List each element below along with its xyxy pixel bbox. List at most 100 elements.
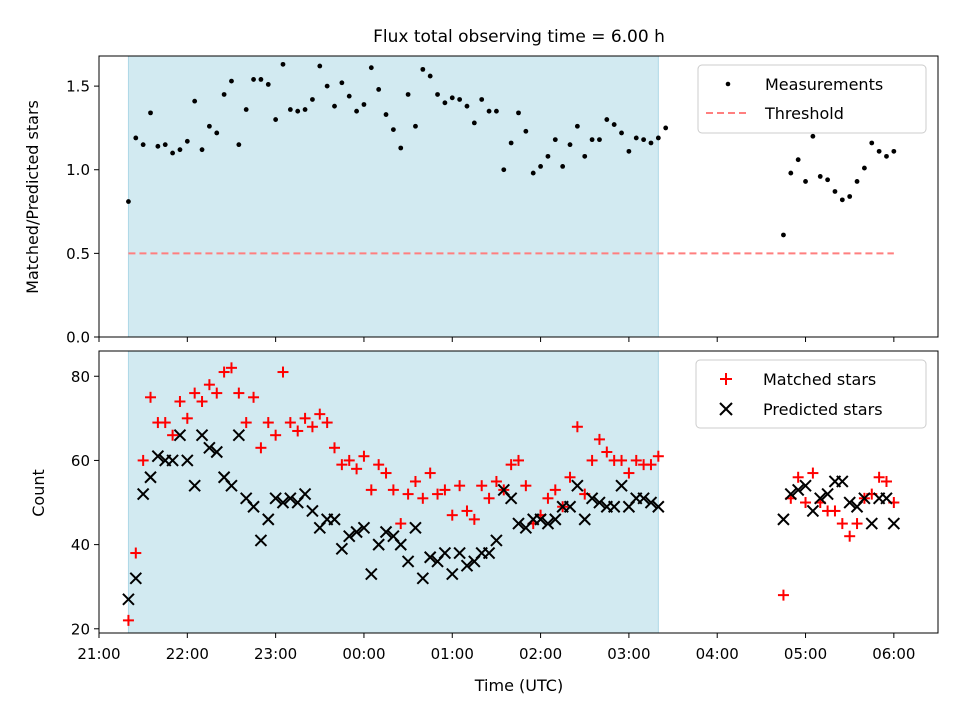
matched-star-point — [373, 459, 385, 471]
matched-star-point — [262, 417, 274, 429]
predicted-star-point — [416, 572, 430, 585]
matched-star-point — [380, 467, 392, 479]
matched-star-point — [321, 417, 333, 429]
matched-star-point — [395, 518, 407, 530]
measurement-point — [214, 130, 220, 136]
matched-star-point — [468, 513, 480, 525]
predicted-star-point — [284, 492, 297, 505]
measurement-point — [162, 142, 168, 148]
matched-star-point — [159, 417, 171, 429]
ratio-x-ticks — [98, 337, 895, 342]
measurement-point — [464, 103, 470, 109]
ratio-ytick-label: 0.0 — [66, 329, 90, 347]
measurement-point — [788, 170, 794, 176]
matched-star-point — [461, 505, 473, 517]
measurement-point — [891, 148, 897, 154]
matched-star-point — [225, 362, 237, 374]
predicted-star-point — [836, 475, 849, 488]
ratio-legend-box — [697, 64, 927, 134]
measurement-point — [479, 97, 485, 102]
ratio-y-axis: 0.0 0.5 1.0 1.5 — [66, 78, 99, 347]
measurement-point — [221, 92, 227, 97]
measurement-point — [825, 177, 831, 183]
xtick-label: 05:00 — [784, 645, 827, 663]
predicted-star-point — [306, 504, 319, 518]
predicted-star-point — [799, 479, 812, 492]
matched-star-point — [409, 475, 421, 487]
matched-star-point — [387, 484, 399, 496]
measurement-point — [368, 65, 374, 71]
predicted-star-point — [490, 534, 503, 547]
ratio-ytick-label: 0.5 — [66, 245, 90, 263]
matched-star-point — [601, 446, 613, 458]
matched-star-point — [432, 488, 444, 500]
matched-star-point — [586, 454, 598, 466]
xtick-label: 23:00 — [254, 645, 297, 663]
predicted-star-point — [821, 487, 834, 501]
matched-star-point — [174, 396, 186, 408]
measurement-point — [862, 165, 867, 171]
matched-star-point — [652, 450, 664, 462]
measurement-point — [390, 127, 396, 132]
count-y-axis: 20 40 60 80 — [71, 368, 99, 638]
measurement-point — [589, 137, 595, 143]
measurement-point — [486, 108, 492, 114]
measurement-point — [619, 130, 624, 136]
measurement-point — [295, 108, 301, 114]
matched-star-point — [365, 484, 377, 496]
measurement-point — [567, 142, 573, 148]
matched-star-point — [424, 467, 436, 479]
legend-predicted-marker — [719, 402, 733, 416]
matched-star-point — [792, 471, 804, 483]
measurement-point — [339, 80, 345, 86]
predicted-star-point — [254, 534, 268, 547]
matched-star-point — [314, 408, 326, 420]
measurement-point — [346, 93, 352, 99]
measurement-point — [648, 140, 654, 146]
count-axes-frame — [98, 350, 939, 634]
legend-matched-marker — [720, 373, 732, 385]
predicted-star-point — [423, 551, 437, 564]
predicted-star-point — [446, 567, 459, 581]
predicted-star-point — [593, 496, 606, 509]
predicted-star-point — [173, 428, 187, 442]
predicted-star-point — [585, 492, 599, 505]
predicted-star-point — [394, 538, 407, 551]
measurement-point — [265, 82, 271, 87]
predicted-star-point — [188, 479, 201, 492]
predicted-star-point — [401, 555, 415, 568]
measurement-point — [597, 137, 602, 143]
matched-star-point — [358, 450, 370, 462]
measurement-point — [199, 147, 205, 153]
measurement-point — [287, 107, 293, 112]
matched-star-point — [520, 480, 532, 492]
measurement-point — [192, 98, 198, 104]
matched-star-point — [505, 459, 517, 471]
predicted-stars-points — [122, 428, 901, 606]
measurement-point — [133, 135, 139, 141]
count-panel: 20 40 60 80 21:00 22:00 23:00 00:00 01:00 02:00 0… — [29, 350, 939, 695]
measurement-point — [332, 103, 337, 109]
measurement-point — [523, 128, 529, 134]
matched-star-point — [880, 475, 892, 487]
predicted-star-point — [615, 479, 628, 492]
matched-star-point — [836, 518, 848, 530]
legend-threshold-label: Threshold — [764, 104, 844, 123]
measurement-point — [251, 77, 256, 82]
measurement-point — [229, 78, 234, 84]
matched-star-point — [351, 463, 363, 475]
matched-star-point — [476, 480, 488, 492]
matched-star-point — [417, 492, 429, 504]
measurement-point — [413, 123, 418, 129]
predicted-star-point — [262, 513, 275, 526]
measurement-point — [155, 143, 161, 149]
matched-star-point — [593, 433, 605, 445]
measurement-point — [258, 77, 264, 82]
matched-star-point — [623, 467, 635, 479]
predicted-star-point — [843, 496, 856, 509]
measurement-point — [243, 107, 249, 112]
measurement-point — [126, 199, 131, 204]
measurement-point — [839, 197, 845, 203]
matched-star-point — [277, 366, 289, 378]
